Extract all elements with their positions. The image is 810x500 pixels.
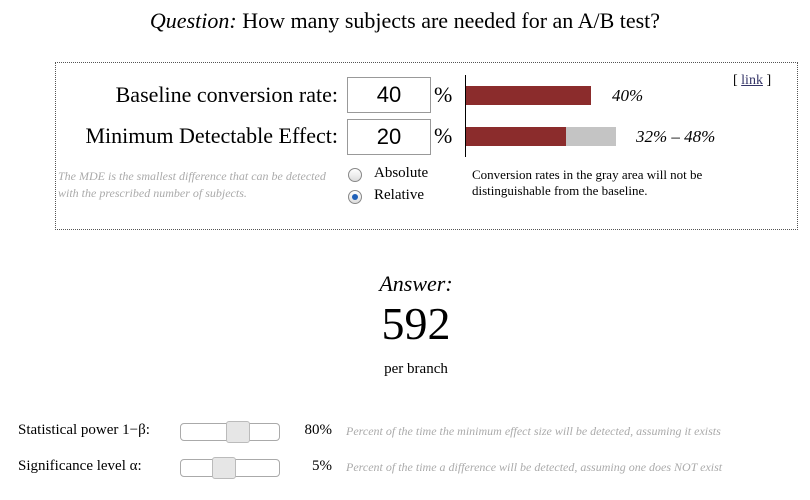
bracket: [ (733, 73, 738, 88)
radio[interactable] (348, 190, 362, 204)
slider-thumb[interactable] (226, 421, 250, 443)
question-text: How many subjects are needed for an A/B … (242, 8, 661, 33)
link[interactable]: link (741, 73, 763, 88)
unit: % (434, 123, 453, 148)
answer-label: Answer: (379, 271, 453, 296)
bracket: ] (766, 73, 772, 88)
gray-note: Conversion rates in the gray area will n… (472, 167, 703, 198)
slider-thumb[interactable] (212, 457, 236, 479)
unit: % (434, 82, 453, 107)
radio-label[interactable]: Relative (374, 187, 424, 203)
parameter-label: Statistical power 1−β: (18, 422, 150, 438)
parameter-label: Significance level α: (18, 458, 142, 474)
mde-note: The MDE is the smallest difference that … (58, 169, 326, 200)
radio[interactable] (348, 168, 362, 182)
parameter-value: 80% (304, 422, 333, 438)
mde-label: Minimum Detectable Effect: (85, 123, 338, 148)
axis-line (465, 75, 466, 157)
answer-value: 592 (381, 298, 451, 349)
title: Question: How many subjects are needed f… (0, 8, 810, 34)
radio-label[interactable]: Absolute (374, 165, 429, 181)
baseline-bar-label: 40% (612, 86, 644, 105)
mde-low-bar (466, 127, 566, 146)
parameter-note: Percent of the time the minimum effect s… (346, 424, 721, 438)
baseline-label: Baseline conversion rate: (115, 82, 338, 107)
parameter-note: Percent of the time a difference will be… (346, 460, 723, 474)
answer-unit: per branch (384, 361, 448, 377)
mde-input[interactable]: 20 (347, 119, 431, 155)
question-label: Question: (149, 8, 237, 33)
baseline-input[interactable]: 40 (347, 77, 431, 113)
input-panel (55, 62, 798, 230)
link-group: [ link ] (733, 73, 771, 89)
mde-range-label: 32% – 48% (636, 127, 716, 146)
parameter-value: 5% (312, 458, 332, 474)
baseline-bar (466, 86, 591, 105)
